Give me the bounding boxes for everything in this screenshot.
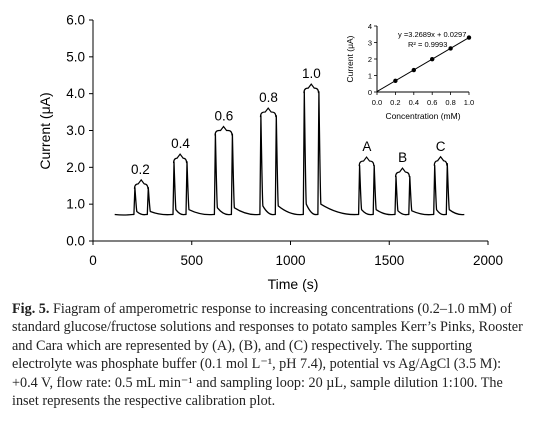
amperometric-trace (114, 91, 465, 216)
inset-x-tick-label: 0.0 (372, 98, 382, 107)
main-y-tick-label: 0.0 (66, 234, 85, 249)
figure-caption: Fig. 5. Fiagram of amperometric response… (12, 300, 528, 410)
main-y-tick-label: 4.0 (66, 86, 85, 101)
calibration-point (466, 35, 472, 40)
inset-x-tick-label: 0.8 (445, 98, 455, 107)
concentration-bracket (433, 155, 448, 166)
inset-plot: 0 1 2 3 4 0.0 0.2 0.4 0.6 0.8 1.0 y =3.2689x + 0.… (345, 22, 474, 121)
figure-caption-label: Fig. 5. (12, 301, 50, 317)
main-y-tick-label: 5.0 (66, 49, 85, 64)
main-y-tick-label: 6.0 (66, 13, 85, 28)
inset-y-axis-label: Current (μA) (345, 35, 355, 82)
concentration-bracket (394, 167, 410, 178)
peak-label: 0.4 (171, 136, 190, 151)
concentration-bracket (358, 156, 375, 167)
concentration-bracket (303, 83, 320, 94)
calibration-point (393, 78, 398, 83)
main-x-tick-label: 2000 (473, 253, 503, 268)
inset-equation: y =3.2689x + 0.0297 (398, 30, 466, 39)
main-y-tick-label: 2.0 (66, 160, 85, 175)
concentration-bracket (133, 178, 149, 189)
inset-x-tick-label: 0.6 (427, 98, 437, 107)
inset-y-tick-label: 2 (368, 55, 372, 64)
peak-label: A (362, 139, 371, 154)
inset-y-tick-label: 4 (368, 22, 372, 31)
inset-y-tick-label: 0 (368, 88, 372, 97)
peak-label: 0.6 (215, 109, 234, 124)
main-x-tick-label: 1500 (374, 253, 404, 268)
main-x-tick-label: 500 (180, 253, 203, 268)
calibration-point (430, 56, 435, 62)
concentration-bracket (214, 125, 233, 136)
main-y-axis-label: Current (μA) (37, 92, 53, 169)
main-y-tick-label: 1.0 (66, 197, 85, 212)
inset-y-tick-label: 3 (368, 39, 372, 48)
main-x-axis-label: Time (s) (268, 276, 319, 292)
peak-label: 1.0 (302, 66, 321, 81)
main-y-tick-label: 3.0 (66, 123, 85, 138)
inset-x-tick-label: 0.4 (409, 98, 419, 107)
peak-label: B (398, 150, 407, 165)
inset-x-tick-label: 0.2 (390, 98, 400, 107)
figure-caption-text: Fiagram of amperometric response to incr… (12, 301, 523, 410)
peak-label: 0.8 (259, 90, 278, 105)
inset-y-tick-label: 1 (368, 72, 372, 81)
peak-label: C (436, 139, 446, 154)
inset-fit-line (376, 37, 470, 92)
concentration-bracket (259, 107, 277, 118)
inset-r-squared: R² = 0.9993 (408, 40, 447, 49)
main-x-tick-label: 1000 (275, 253, 305, 268)
inset-x-axis-label: Concentration (mM) (385, 111, 460, 121)
calibration-point (411, 67, 416, 73)
concentration-bracket (172, 153, 188, 164)
calibration-point (448, 46, 453, 51)
peak-label: 0.2 (131, 162, 150, 177)
main-plot: 0.0 1.0 2.0 3.0 4.0 5.0 6.0 0 500 1000 1500 2000 0… (37, 13, 503, 293)
inset-x-tick-label: 1.0 (464, 98, 474, 107)
main-x-tick-label: 0 (89, 253, 97, 268)
